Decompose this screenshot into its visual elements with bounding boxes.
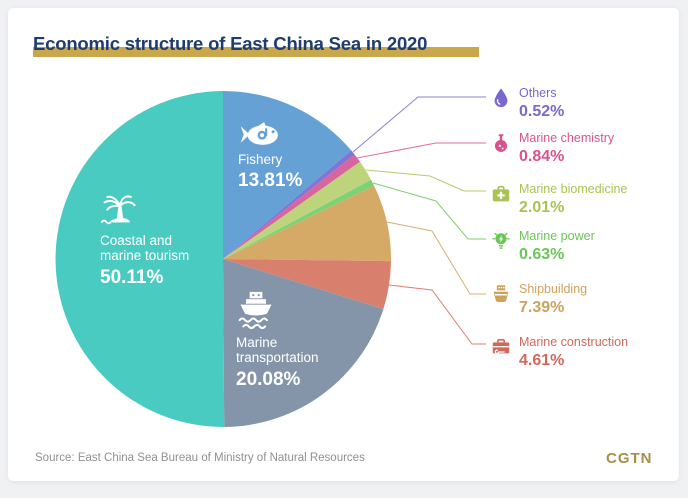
legend-percent: 0.52% bbox=[519, 103, 565, 120]
pie-label-text: Coastal and marine tourism bbox=[100, 233, 190, 264]
ship-icon bbox=[493, 285, 509, 302]
legend-label: Marine chemistry bbox=[519, 131, 615, 145]
legend-item-marine-power: Marine power 0.63% bbox=[490, 229, 595, 264]
pie-label-fishery: Fishery 13.81% bbox=[238, 120, 333, 192]
legend-label: Others bbox=[519, 86, 557, 100]
leader-line-shipbuilding bbox=[386, 221, 486, 295]
pie-slice-marine-construction bbox=[223, 259, 391, 309]
light-bulb-icon bbox=[492, 232, 510, 249]
fish-icon bbox=[240, 122, 278, 145]
leader-line-others bbox=[352, 96, 486, 153]
brand-logo: CGTN bbox=[606, 450, 653, 467]
pie-label-text: Fishery bbox=[238, 152, 283, 167]
legend-percent: 7.39% bbox=[519, 299, 565, 316]
legend-label: Marine biomedicine bbox=[519, 182, 628, 196]
pie-label-text: Marine transportation bbox=[236, 335, 319, 366]
legend-label: Marine construction bbox=[519, 335, 629, 349]
legend-percent: 0.84% bbox=[519, 148, 565, 165]
legend-item-marine-chemistry: Marine chemistry 0.84% bbox=[490, 131, 614, 166]
pie-label-percent: 20.08% bbox=[236, 368, 301, 390]
chemistry-flask-icon bbox=[494, 134, 508, 152]
leader-line-marine-power bbox=[372, 182, 486, 240]
legend-percent: 0.63% bbox=[519, 246, 565, 263]
pie-label-percent: 50.11% bbox=[100, 266, 164, 288]
pie-label-transportation: Marine transportation 20.08% bbox=[236, 290, 340, 391]
title-highlight-bar bbox=[33, 47, 479, 57]
first-aid-kit-icon bbox=[492, 185, 510, 202]
legend-percent: 4.61% bbox=[519, 352, 565, 369]
toolbox-icon bbox=[492, 339, 510, 355]
pie-slice-coastal-and-marine-tourism bbox=[55, 91, 225, 428]
source-note: Source: East China Sea Bureau of Ministr… bbox=[35, 452, 365, 464]
palm-island-icon bbox=[100, 195, 136, 225]
leader-line-marine-construction bbox=[388, 284, 486, 345]
page-title: Economic structure of East China Sea in … bbox=[33, 33, 428, 54]
water-drop-icon bbox=[494, 88, 508, 108]
pie-slice-marine-power bbox=[223, 179, 375, 259]
pie-label-tourism: Coastal and marine tourism 50.11% bbox=[100, 193, 204, 289]
pie-label-percent: 13.81% bbox=[238, 170, 303, 192]
pie-slice-marine-biomedicine bbox=[223, 161, 372, 259]
cargo-ship-icon bbox=[238, 291, 272, 330]
legend-label: Shipbuilding bbox=[519, 282, 588, 296]
legend-item-marine-biomedicine: Marine biomedicine 2.01% bbox=[490, 182, 627, 217]
pie-slice-shipbuilding bbox=[223, 185, 392, 262]
legend-label: Marine power bbox=[519, 229, 595, 243]
leader-line-marine-biomedicine bbox=[365, 169, 486, 192]
legend-item-marine-construction: Marine construction 4.61% bbox=[490, 335, 628, 370]
pie-slice-marine-chemistry bbox=[223, 154, 360, 259]
pie-slice-others bbox=[223, 150, 355, 259]
legend-percent: 2.01% bbox=[519, 199, 565, 216]
leader-line-marine-chemistry bbox=[356, 142, 486, 159]
legend-item-shipbuilding: Shipbuilding 7.39% bbox=[490, 282, 587, 317]
legend-item-others: Others 0.52% bbox=[490, 86, 564, 121]
